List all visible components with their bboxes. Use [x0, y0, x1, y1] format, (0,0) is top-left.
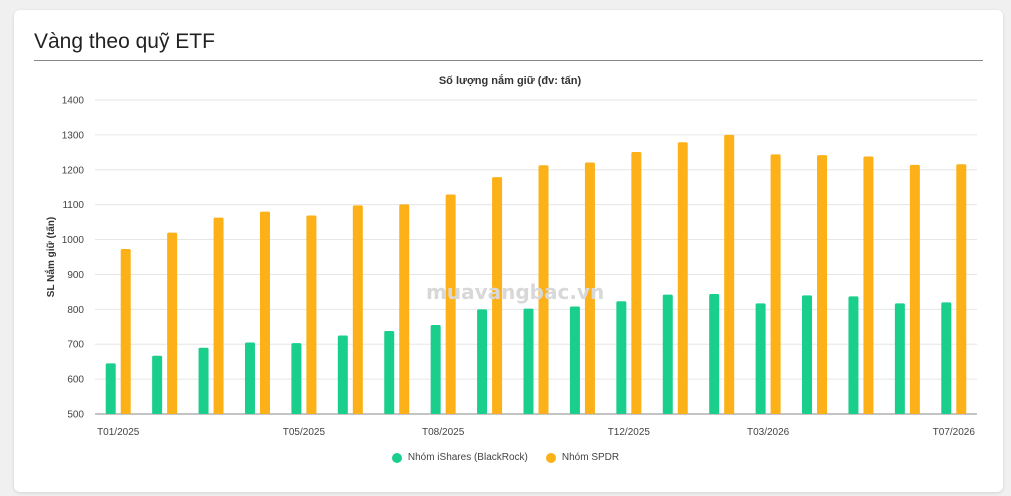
legend-item-ishares[interactable]: Nhóm iShares (BlackRock) — [391, 452, 528, 463]
bar-ishares[interactable] — [384, 330, 395, 414]
bar-ishares[interactable] — [941, 302, 952, 414]
bar-ishares[interactable] — [105, 363, 116, 414]
bar-ishares[interactable] — [802, 295, 813, 414]
bar-ishares[interactable] — [848, 296, 859, 414]
x-tick-label: T08/2025 — [422, 427, 465, 438]
y-axis-label: SL Nắm giữ (tấn) — [44, 217, 57, 297]
bar-spdr[interactable] — [538, 165, 549, 414]
bar-ishares[interactable] — [755, 303, 766, 414]
y-tick-label: 600 — [67, 375, 84, 386]
y-tick-label: 700 — [67, 340, 84, 351]
legend-label-spdr: Nhóm SPDR — [561, 452, 620, 463]
bar-ishares[interactable] — [894, 303, 905, 414]
grid-lines — [95, 99, 977, 415]
title-divider — [34, 60, 983, 61]
bar-ishares[interactable] — [662, 294, 673, 414]
bar-spdr[interactable] — [167, 232, 178, 414]
bar-spdr[interactable] — [956, 164, 967, 414]
chart-title: Số lượng nắm giữ (đv: tấn) — [439, 74, 582, 87]
bar-spdr[interactable] — [352, 205, 363, 414]
bar-spdr[interactable] — [306, 215, 317, 414]
bar-ishares[interactable] — [291, 343, 302, 414]
y-tick-label: 900 — [67, 270, 84, 281]
bar-spdr[interactable] — [259, 211, 270, 414]
bar-spdr[interactable] — [817, 155, 828, 414]
legend-item-spdr[interactable]: Nhóm SPDR — [545, 452, 620, 463]
y-tick-label: 1300 — [62, 130, 85, 141]
bar-spdr[interactable] — [584, 162, 595, 414]
y-tick-label: 1200 — [62, 165, 85, 176]
bar-spdr[interactable] — [677, 142, 688, 414]
bar-ishares[interactable] — [198, 347, 209, 414]
watermark: muavangbac.vn — [426, 280, 605, 304]
x-tick-label: T01/2025 — [97, 427, 140, 438]
bar-spdr[interactable] — [724, 134, 735, 414]
legend-marker-ishares — [391, 452, 402, 463]
bar-ishares[interactable] — [709, 293, 720, 414]
y-tick-labels: 500 600 700 800 900 1000 1100 1200 1300 1400 — [62, 96, 85, 421]
bar-ishares[interactable] — [477, 309, 488, 414]
bars — [105, 134, 967, 415]
bar-ishares[interactable] — [430, 325, 441, 414]
x-tick-label: T07/2026 — [933, 427, 976, 438]
bar-spdr[interactable] — [213, 217, 224, 414]
bar-spdr[interactable] — [631, 151, 642, 415]
x-tick-label: T03/2026 — [747, 427, 790, 438]
bar-ishares[interactable] — [569, 306, 580, 414]
x-tick-label: T12/2025 — [608, 427, 651, 438]
bar-spdr[interactable] — [863, 156, 874, 414]
legend-label-ishares: Nhóm iShares (BlackRock) — [407, 452, 528, 463]
y-tick-label: 1000 — [62, 235, 85, 246]
legend: Nhóm iShares (BlackRock) Nhóm SPDR — [0, 452, 1011, 463]
bar-spdr[interactable] — [909, 164, 920, 414]
x-tick-labels: T01/2025 T05/2025 T08/2025 T12/2025 T03/2026… — [97, 427, 975, 438]
bar-spdr[interactable] — [492, 177, 503, 414]
bar-spdr[interactable] — [445, 194, 456, 414]
legend-marker-spdr — [545, 452, 556, 463]
x-tick-label: T05/2025 — [283, 427, 326, 438]
y-tick-label: 1100 — [62, 200, 84, 211]
bar-ishares[interactable] — [523, 308, 534, 414]
bar-spdr[interactable] — [770, 154, 781, 414]
chart-card: Vàng theo quỹ ETF — [14, 10, 1003, 492]
bar-ishares[interactable] — [616, 301, 627, 414]
y-tick-label: 800 — [67, 305, 84, 316]
bar-ishares[interactable] — [337, 335, 348, 415]
bar-ishares[interactable] — [152, 355, 163, 414]
bar-spdr[interactable] — [120, 248, 131, 414]
bar-spdr[interactable] — [399, 204, 410, 414]
bar-ishares[interactable] — [244, 342, 255, 414]
y-tick-label: 500 — [67, 410, 84, 421]
y-tick-label: 1400 — [62, 96, 85, 107]
card-title: Vàng theo quỹ ETF — [34, 30, 215, 53]
